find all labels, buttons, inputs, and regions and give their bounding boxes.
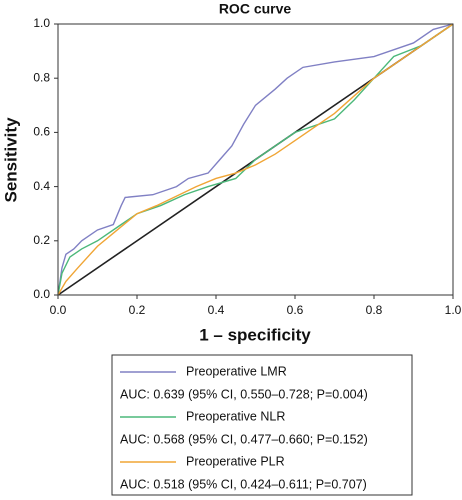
y-tick-label: 1.0	[33, 16, 50, 30]
roc-line	[57, 23, 454, 296]
x-tick-label: 0.4	[208, 303, 225, 317]
y-axis-label: Sensitivity	[1, 117, 20, 203]
legend-label: Preoperative PLR	[186, 454, 285, 468]
chart-title: ROC curve	[219, 1, 292, 17]
plot-frame	[57, 23, 454, 296]
y-tick-label: 0.4	[33, 179, 50, 193]
y-tick-label: 0.2	[33, 233, 50, 247]
auc-label: AUC: 0.639 (95% CI, 0.550–0.728; P=0.004…	[120, 387, 368, 401]
legend-box	[111, 354, 413, 496]
x-tick-label: 0.0	[50, 303, 67, 317]
auc-label: AUC: 0.518 (95% CI, 0.424–0.611; P=0.707…	[120, 477, 367, 491]
x-axis-label: 1 – specificity	[199, 325, 311, 344]
y-tick-label: 0.6	[33, 125, 50, 139]
x-tick-label: 0.6	[287, 303, 304, 317]
x-tick-label: 0.2	[129, 303, 146, 317]
x-tick-label: 0.8	[366, 303, 383, 317]
legend-label: Preoperative NLR	[186, 409, 285, 423]
legend-label: Preoperative LMR	[186, 364, 287, 378]
auc-label: AUC: 0.568 (95% CI, 0.477–0.660; P=0.152…	[120, 432, 368, 446]
roc-line	[57, 23, 454, 296]
y-tick-label: 0.8	[33, 70, 50, 84]
x-tick-label: 1.0	[445, 303, 462, 317]
y-tick-label: 0.0	[33, 287, 50, 301]
